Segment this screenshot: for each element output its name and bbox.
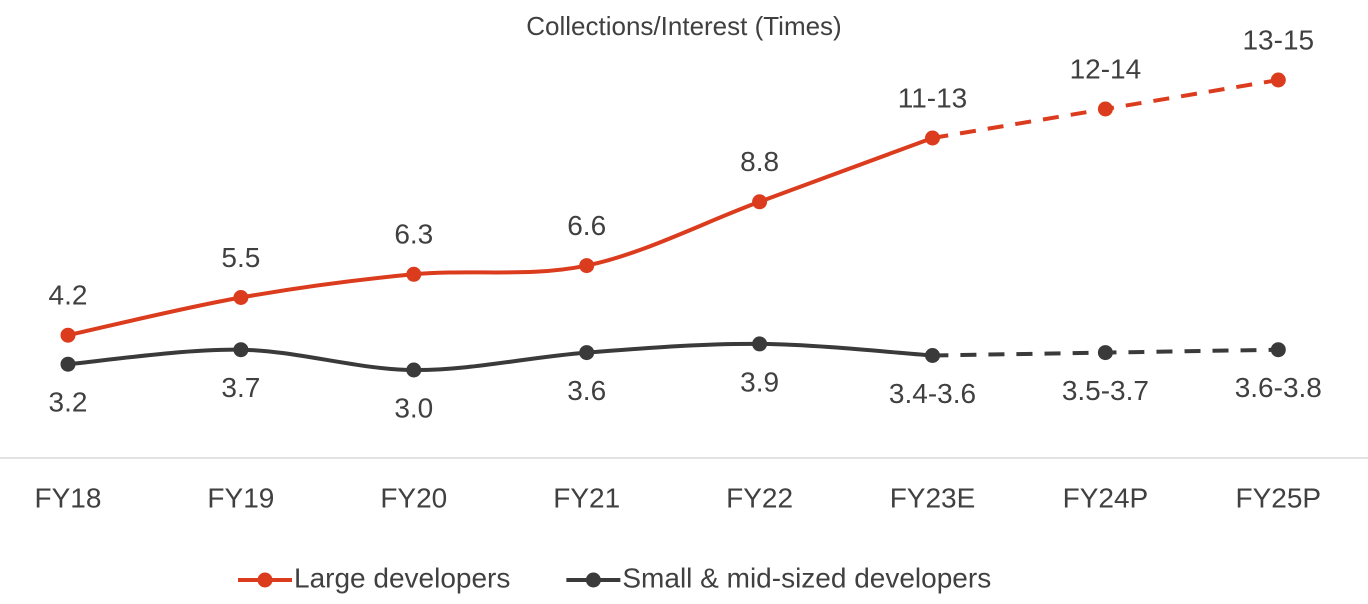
data-point	[60, 356, 76, 372]
data-label: 3.2	[49, 387, 88, 418]
data-label: 3.5-3.7	[1062, 375, 1149, 406]
data-point	[925, 348, 940, 363]
data-point	[1097, 345, 1113, 361]
legend-label: Large developers	[294, 562, 510, 593]
legend-marker	[585, 572, 601, 588]
data-label: 6.6	[567, 210, 606, 241]
data-label: 3.4-3.6	[889, 378, 976, 409]
data-point	[752, 336, 768, 352]
x-tick-label: FY21	[553, 482, 620, 513]
data-point	[233, 290, 249, 305]
chart-title: Collections/Interest (Times)	[526, 11, 841, 41]
data-point	[1097, 101, 1113, 117]
data-point	[579, 345, 595, 361]
data-point	[406, 362, 422, 378]
data-label: 3.0	[394, 392, 433, 423]
data-label: 3.7	[221, 372, 260, 403]
series-line	[67, 341, 933, 373]
data-point	[60, 327, 76, 343]
x-tick-label: FY19	[207, 482, 274, 513]
data-label: 5.5	[221, 242, 260, 273]
series-line	[67, 136, 934, 338]
data-label: 4.2	[49, 280, 88, 311]
x-tick-label: FY18	[35, 482, 102, 513]
data-label: 3.6-3.8	[1235, 372, 1322, 403]
x-tick-label: FY23E	[890, 482, 976, 513]
data-label: 13-15	[1242, 24, 1314, 55]
legend-marker	[257, 572, 273, 588]
x-tick-label: FY22	[726, 482, 793, 513]
data-label: 12-14	[1070, 53, 1142, 84]
data-point	[406, 266, 422, 282]
x-tick-label: FY24P	[1063, 482, 1149, 513]
data-point	[233, 342, 249, 358]
data-label: 3.6	[567, 375, 606, 406]
data-point	[925, 130, 940, 146]
data-label: 3.9	[740, 366, 779, 397]
legend-label: Small & mid-sized developers	[622, 562, 991, 593]
data-label: 6.3	[394, 219, 433, 250]
data-point	[1270, 72, 1286, 88]
data-point	[579, 258, 595, 274]
x-tick-label: FY20	[380, 482, 447, 513]
data-label: 11-13	[898, 82, 968, 113]
data-point	[752, 194, 768, 210]
data-label: 8.8	[740, 146, 779, 177]
x-tick-label: FY25P	[1235, 482, 1321, 513]
data-point	[1270, 342, 1286, 358]
